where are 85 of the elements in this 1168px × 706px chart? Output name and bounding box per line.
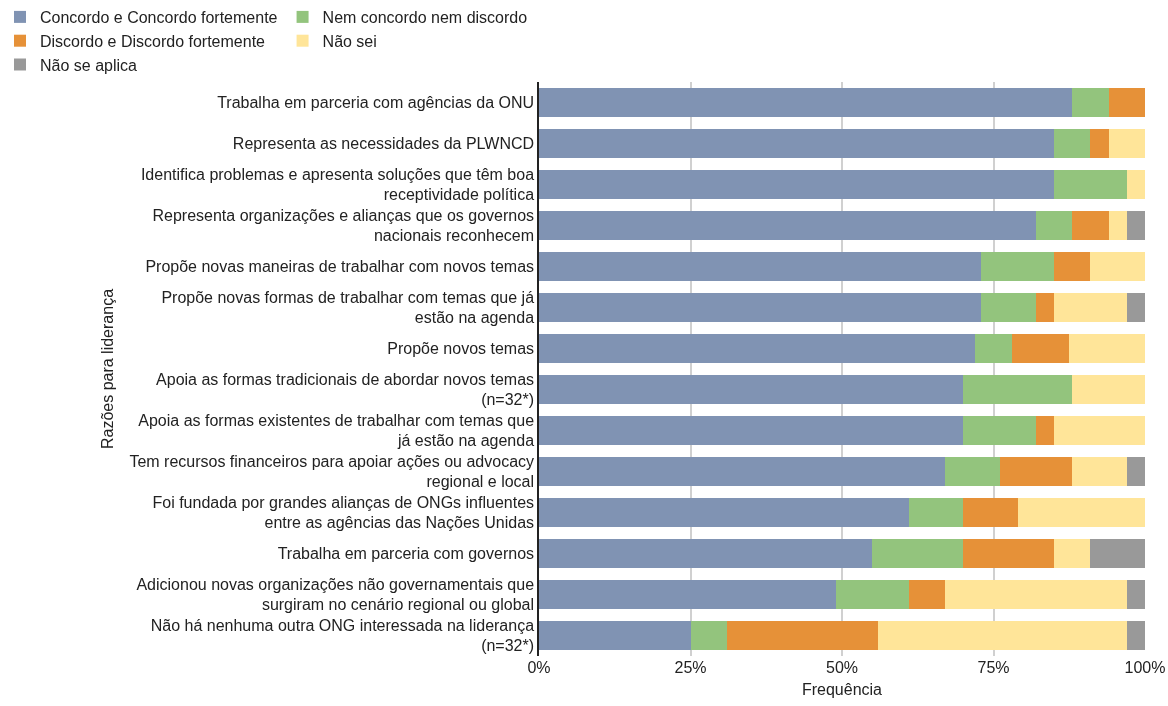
- bar: [963, 416, 1036, 445]
- y-tick-label: Apoia as formas tradicionais de abordar novos temas (n=32*): [156, 370, 535, 409]
- bar: [1126, 580, 1145, 609]
- y-tick-label: Foi fundada por grandes alianças de ONGs influentes entre as agências das Nações Unidas: [152, 493, 535, 532]
- bar: [945, 580, 1127, 609]
- bar: [1054, 416, 1145, 445]
- x-tick-label: 75%: [977, 659, 1010, 676]
- x-tick-label: 100%: [1124, 659, 1166, 676]
- bar: [539, 129, 1055, 158]
- bar: [1054, 252, 1091, 281]
- bar: [1072, 88, 1109, 117]
- bar: [1108, 211, 1127, 240]
- bar: [1054, 293, 1127, 322]
- bar: [539, 457, 946, 486]
- legend-label: Nem concordo nem discordo: [322, 9, 528, 27]
- bar: [1090, 129, 1109, 158]
- y-tick-label: Apoia as formas existentes de trabalhar com temas que já estão na agenda: [138, 411, 535, 450]
- bar: [975, 334, 1012, 363]
- bar: [963, 375, 1073, 404]
- x-tick-label: 0%: [527, 659, 551, 676]
- bar: [1090, 252, 1145, 281]
- bar: [1126, 170, 1145, 199]
- y-axis-title: Razões para liderança: [98, 288, 116, 450]
- legend-label: Não se aplica: [40, 56, 138, 74]
- bar: [539, 539, 873, 568]
- bar: [981, 293, 1036, 322]
- bar: [908, 580, 946, 609]
- bar: [1054, 129, 1091, 158]
- bar: [1108, 88, 1145, 117]
- bar: [1090, 539, 1145, 568]
- y-tick-label: Propõe novos temas: [387, 340, 535, 358]
- bar: [1126, 211, 1145, 240]
- bar: [1054, 539, 1091, 568]
- bar: [835, 580, 909, 609]
- y-tick-label: Propõe novas maneiras de trabalhar com novos temas: [145, 258, 535, 276]
- y-tick-label: Representa as necessidades da PLWNCD: [232, 135, 535, 153]
- legend-label: Concordo e Concordo fortemente: [40, 9, 278, 27]
- bar: [539, 211, 1036, 240]
- legend-label: Não sei: [322, 32, 377, 50]
- y-tick-label: Não há nenhuma outra ONG interessada na liderança (n=32*): [150, 616, 535, 655]
- x-tick-label: 25%: [674, 659, 707, 676]
- bar: [1072, 457, 1127, 486]
- bar: [1017, 498, 1145, 527]
- y-tick-label: Identifica problemas e apresenta soluções que têm boa receptividade política: [140, 165, 535, 204]
- bar: [539, 170, 1055, 199]
- bar: [1054, 170, 1127, 199]
- bar: [1011, 334, 1070, 363]
- y-tick-label: Adicionou novas organizações não governamentais que surgiram no cenário regional ou global: [136, 575, 535, 614]
- bar: [1035, 211, 1073, 240]
- bar: [981, 252, 1055, 281]
- bar: [539, 375, 964, 404]
- bar: [539, 88, 1073, 117]
- y-tick-label: Trabalha em parceria com governos: [277, 545, 535, 563]
- y-tick-label: Representa organizações e alianças que os governos nacionais reconhecem: [152, 206, 535, 245]
- bar: [878, 621, 1127, 650]
- bar: [999, 457, 1073, 486]
- bar: [1126, 293, 1145, 322]
- bar: [1069, 334, 1145, 363]
- bar: [539, 252, 982, 281]
- bar: [539, 293, 982, 322]
- bar: [539, 580, 836, 609]
- bar: [1126, 457, 1145, 486]
- bar: [539, 416, 964, 445]
- bar: [726, 621, 879, 650]
- bar: [690, 621, 727, 650]
- bar: [1126, 621, 1145, 650]
- bar: [963, 539, 1055, 568]
- y-tick-label: Tem recursos financeiros para apoiar ações ou advocacy regional e local: [129, 452, 535, 491]
- bar: [1035, 293, 1055, 322]
- bar: [1035, 416, 1055, 445]
- x-axis-title: Frequência: [801, 680, 883, 698]
- bar: [945, 457, 1000, 486]
- bar: [1072, 211, 1109, 240]
- bar: [908, 498, 964, 527]
- bar: [963, 498, 1018, 527]
- bar: [539, 334, 976, 363]
- bar: [539, 498, 909, 527]
- bar: [539, 621, 691, 650]
- x-tick-label: 50%: [825, 659, 859, 676]
- bar: [1108, 129, 1145, 158]
- legend-label: Discordo e Discordo fortemente: [40, 32, 266, 50]
- bar: [872, 539, 964, 568]
- bar: [1072, 375, 1145, 404]
- y-tick-label: Trabalha em parceria com agências da ONU: [217, 94, 535, 112]
- y-tick-label: Propõe novas formas de trabalhar com temas que já estão na agenda: [161, 288, 535, 327]
